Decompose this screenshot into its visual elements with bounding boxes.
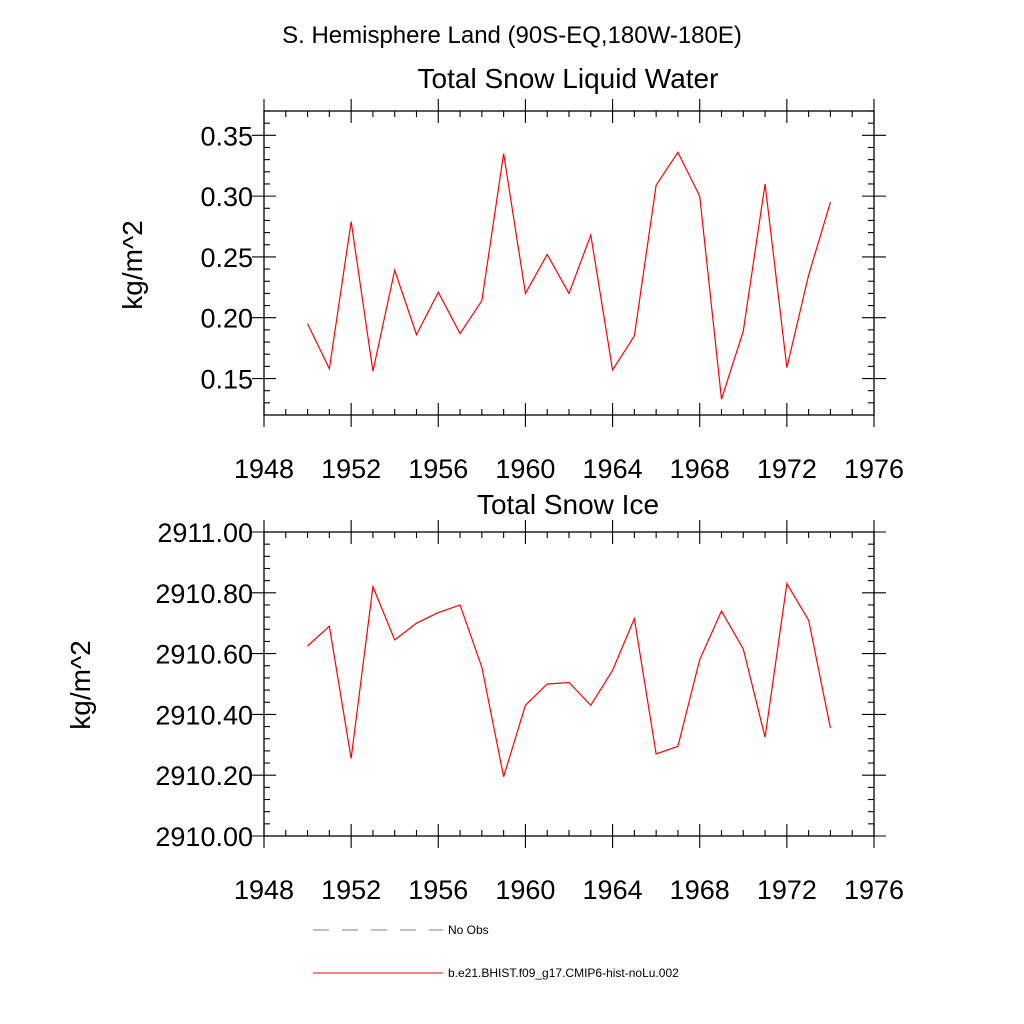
panel-title: Total Snow Liquid Water [418, 63, 719, 94]
y-tick-label: 0.15 [200, 365, 253, 395]
x-tick-label: 1976 [844, 875, 904, 905]
x-tick-label: 1972 [757, 454, 817, 484]
series-layer [307, 581, 832, 777]
legend: No Obs b.e21.BHIST.f09_g17.CMIP6-hist-no… [313, 923, 679, 980]
axes: 1948 1952 1956 1960 1964 1968 1972 1976 2910.00 2… [155, 518, 904, 905]
y-tick-label: 0.25 [200, 243, 253, 273]
x-tick-label: 1960 [495, 454, 555, 484]
x-tick-label: 1956 [408, 875, 468, 905]
x-tick-label: 1964 [583, 875, 643, 905]
x-tick-label: 1956 [408, 454, 468, 484]
y-tick-label: 2910.40 [155, 700, 253, 730]
y-tick-label: 2911.00 [157, 518, 253, 548]
axes: 1948 1952 1956 1960 1964 1968 1972 1976 0.15 0.20… [200, 99, 904, 484]
panel-snow-ice: Total Snow Ice kg/m^2 1948 1952 1956 1960 19… [65, 489, 904, 905]
series-layer [307, 151, 832, 400]
legend-label-no-obs: No Obs [448, 923, 489, 937]
x-tick-label: 1968 [670, 875, 730, 905]
y-tick-label: 0.30 [200, 182, 253, 212]
plot-frame [263, 531, 875, 837]
x-tick-label: 1964 [583, 454, 643, 484]
y-axis-label: kg/m^2 [65, 640, 96, 729]
legend-label-model: b.e21.BHIST.f09_g17.CMIP6-hist-noLu.002 [448, 966, 679, 980]
y-tick-label: 0.35 [200, 121, 253, 151]
x-tick-label: 1948 [234, 454, 294, 484]
plot-frame [263, 110, 875, 416]
x-tick-label: 1952 [321, 875, 381, 905]
x-tick-label: 1972 [757, 875, 817, 905]
x-tick-label: 1952 [321, 454, 381, 484]
y-tick-label: 2910.60 [155, 640, 253, 670]
y-tick-label: 2910.00 [155, 822, 253, 852]
series-line [307, 151, 832, 400]
panel-snow-liquid-water: Total Snow Liquid Water kg/m^2 1948 1952 1… [117, 63, 904, 484]
y-tick-label: 2910.80 [155, 579, 253, 609]
figure-title: S. Hemisphere Land (90S-EQ,180W-180E) [282, 22, 742, 49]
x-tick-label: 1968 [670, 454, 730, 484]
x-tick-label: 1960 [495, 875, 555, 905]
y-tick-label: 0.20 [200, 304, 253, 334]
y-tick-label: 2910.20 [155, 761, 253, 791]
panel-title: Total Snow Ice [477, 489, 659, 520]
x-tick-label: 1948 [234, 875, 294, 905]
x-tick-label: 1976 [844, 454, 904, 484]
y-axis-label: kg/m^2 [117, 220, 148, 309]
series-line [307, 581, 832, 777]
